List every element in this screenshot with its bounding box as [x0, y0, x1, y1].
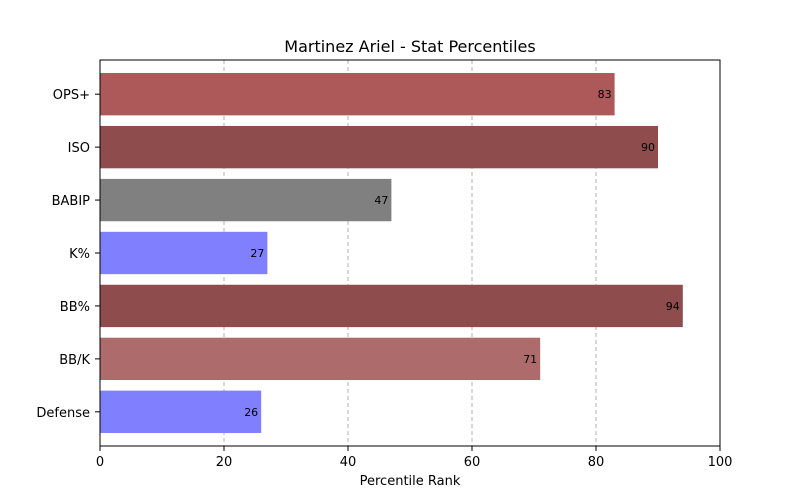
bar-defense [100, 390, 262, 433]
bar-bb- [100, 284, 683, 328]
bar-ops- [100, 73, 615, 116]
x-tick-label: 100 [708, 455, 733, 470]
bar-babip [100, 178, 392, 222]
y-tick-label: ISO [68, 141, 90, 156]
y-tick-label: BABIP [52, 194, 91, 209]
bar-value-label: 27 [250, 247, 264, 260]
x-tick-label: 40 [340, 455, 357, 470]
y-tick-label: K% [69, 247, 90, 262]
bar-value-label: 94 [666, 300, 680, 313]
bar-value-label: 71 [523, 353, 537, 366]
y-axis: OPS+ ISO BABIP K% BB% BB/K Defense [36, 88, 100, 421]
x-tick-label: 20 [216, 455, 233, 470]
x-tick-label: 80 [588, 455, 605, 470]
bar-value-label: 47 [374, 194, 388, 207]
bar-k- [100, 231, 268, 275]
gridlines [223, 60, 597, 446]
x-axis: 0 20 40 60 80 100 [96, 446, 733, 470]
x-axis-label: Percentile Rank [360, 474, 461, 489]
y-tick-label: Defense [36, 406, 90, 421]
bar-value-label: 83 [598, 88, 612, 101]
x-tick-label: 0 [96, 455, 104, 470]
bar-value-label: 26 [244, 406, 258, 419]
bar-value-label: 90 [641, 141, 655, 154]
y-tick-label: OPS+ [53, 88, 90, 103]
chart-title: Martinez Ariel - Stat Percentiles [284, 37, 535, 56]
bar-bb-k [100, 337, 541, 381]
x-tick-label: 60 [464, 455, 481, 470]
bars: 83 90 47 27 94 71 26 [100, 73, 683, 433]
bar-iso [100, 125, 658, 169]
y-tick-label: BB% [60, 300, 90, 315]
y-tick-label: BB/K [59, 353, 90, 368]
